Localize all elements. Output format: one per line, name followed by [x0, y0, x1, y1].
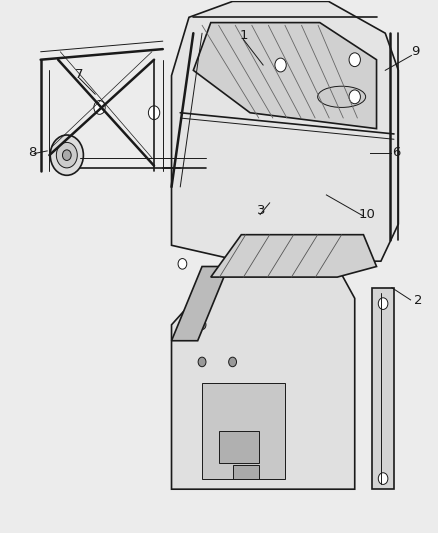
- Polygon shape: [171, 2, 397, 261]
- Circle shape: [62, 150, 71, 160]
- Polygon shape: [193, 22, 376, 128]
- Circle shape: [148, 106, 159, 119]
- Polygon shape: [219, 431, 258, 463]
- Circle shape: [198, 357, 205, 367]
- Circle shape: [198, 320, 205, 329]
- Polygon shape: [171, 266, 354, 489]
- Text: 9: 9: [410, 45, 418, 58]
- Ellipse shape: [317, 86, 365, 108]
- Text: 2: 2: [413, 294, 421, 308]
- Text: 3: 3: [256, 204, 265, 217]
- Circle shape: [378, 298, 387, 310]
- Polygon shape: [232, 465, 258, 479]
- Circle shape: [56, 142, 77, 168]
- Circle shape: [228, 357, 236, 367]
- Circle shape: [274, 58, 286, 72]
- Circle shape: [50, 135, 83, 175]
- Text: 8: 8: [28, 146, 37, 159]
- Polygon shape: [171, 266, 228, 341]
- Text: 1: 1: [239, 29, 247, 42]
- Circle shape: [348, 90, 360, 104]
- Circle shape: [348, 53, 360, 67]
- Polygon shape: [201, 383, 284, 479]
- Text: 7: 7: [74, 68, 83, 81]
- Polygon shape: [371, 288, 393, 489]
- Circle shape: [378, 473, 387, 484]
- Circle shape: [178, 259, 186, 269]
- Text: 10: 10: [358, 208, 374, 221]
- Polygon shape: [210, 235, 376, 277]
- Text: 6: 6: [391, 146, 399, 159]
- Circle shape: [94, 101, 105, 114]
